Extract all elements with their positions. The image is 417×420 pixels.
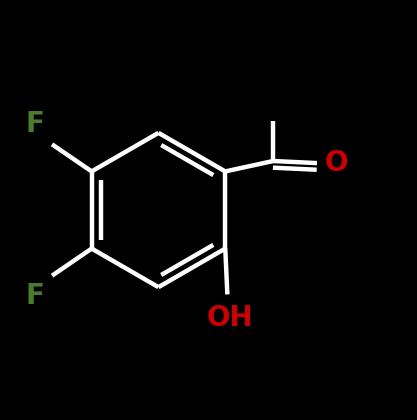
Text: F: F <box>26 110 45 138</box>
Text: O: O <box>324 149 348 177</box>
Text: OH: OH <box>206 304 253 332</box>
Text: F: F <box>26 282 45 310</box>
